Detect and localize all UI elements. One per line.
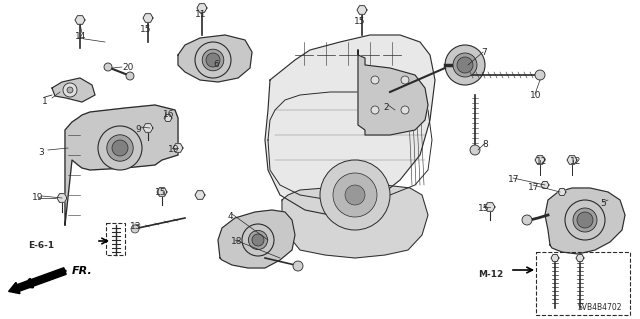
Polygon shape [75,16,85,24]
Polygon shape [485,203,495,211]
Text: 9: 9 [135,125,141,134]
Text: 10: 10 [530,91,541,100]
Circle shape [470,145,480,155]
Polygon shape [535,156,545,164]
Circle shape [522,215,532,225]
Bar [536,252,630,315]
Text: 20: 20 [122,63,133,72]
Polygon shape [195,191,205,199]
Text: 4: 4 [228,212,234,221]
Circle shape [371,76,379,84]
Circle shape [252,234,264,246]
Text: SVB4B4702: SVB4B4702 [578,303,623,312]
Text: 15: 15 [140,25,152,34]
Polygon shape [541,182,549,189]
Text: 12: 12 [570,157,581,166]
Text: M-12: M-12 [478,270,503,279]
Polygon shape [265,35,435,215]
Text: 17: 17 [528,183,540,192]
Bar [106,223,125,255]
Polygon shape [65,105,178,225]
Text: E-6-1: E-6-1 [28,241,54,250]
Text: 12: 12 [536,157,547,166]
Circle shape [63,83,77,97]
Text: 3: 3 [38,148,44,157]
Circle shape [445,45,485,85]
Polygon shape [358,50,428,135]
Text: FR.: FR. [72,266,93,276]
Polygon shape [178,35,252,82]
Circle shape [371,106,379,114]
Text: 5: 5 [600,199,605,208]
Circle shape [202,49,224,71]
Circle shape [206,53,220,67]
Text: 8: 8 [482,140,488,149]
Circle shape [126,72,134,80]
Circle shape [248,230,268,249]
Text: 6: 6 [213,60,219,69]
Polygon shape [567,156,577,164]
Circle shape [573,208,597,232]
Polygon shape [173,144,183,152]
Circle shape [401,106,409,114]
Polygon shape [52,78,95,102]
Text: 16: 16 [163,110,175,119]
Text: 15: 15 [155,188,166,197]
Text: 19: 19 [168,145,179,154]
Polygon shape [143,124,153,132]
Text: 7: 7 [481,48,487,57]
Text: 2: 2 [383,103,388,112]
Polygon shape [545,188,625,254]
Polygon shape [357,6,367,14]
Circle shape [112,140,128,156]
Circle shape [195,42,231,78]
Polygon shape [164,115,172,122]
Polygon shape [57,194,67,202]
Circle shape [131,225,139,233]
Text: 18: 18 [231,237,243,246]
Text: 15: 15 [478,204,490,213]
Polygon shape [282,185,428,258]
Polygon shape [143,14,153,22]
Text: 19: 19 [32,193,44,202]
Circle shape [333,173,377,217]
Circle shape [401,76,409,84]
Polygon shape [558,189,566,196]
Polygon shape [218,210,295,268]
Text: 11: 11 [195,10,207,19]
Circle shape [242,224,274,256]
Circle shape [457,57,473,73]
Circle shape [453,53,477,77]
Circle shape [293,261,303,271]
Circle shape [67,87,73,93]
Circle shape [345,185,365,205]
Circle shape [104,63,112,71]
Text: 1: 1 [42,97,48,106]
Circle shape [320,160,390,230]
FancyArrow shape [8,268,66,294]
Text: 14: 14 [75,32,86,41]
Circle shape [577,212,593,228]
Polygon shape [157,188,167,196]
Polygon shape [197,4,207,12]
Circle shape [565,200,605,240]
Circle shape [107,135,133,161]
Polygon shape [576,255,584,262]
Circle shape [98,126,142,170]
Text: 17: 17 [508,175,520,184]
Circle shape [535,70,545,80]
Text: 15: 15 [354,17,365,26]
Text: 13: 13 [130,222,141,231]
Polygon shape [551,255,559,262]
